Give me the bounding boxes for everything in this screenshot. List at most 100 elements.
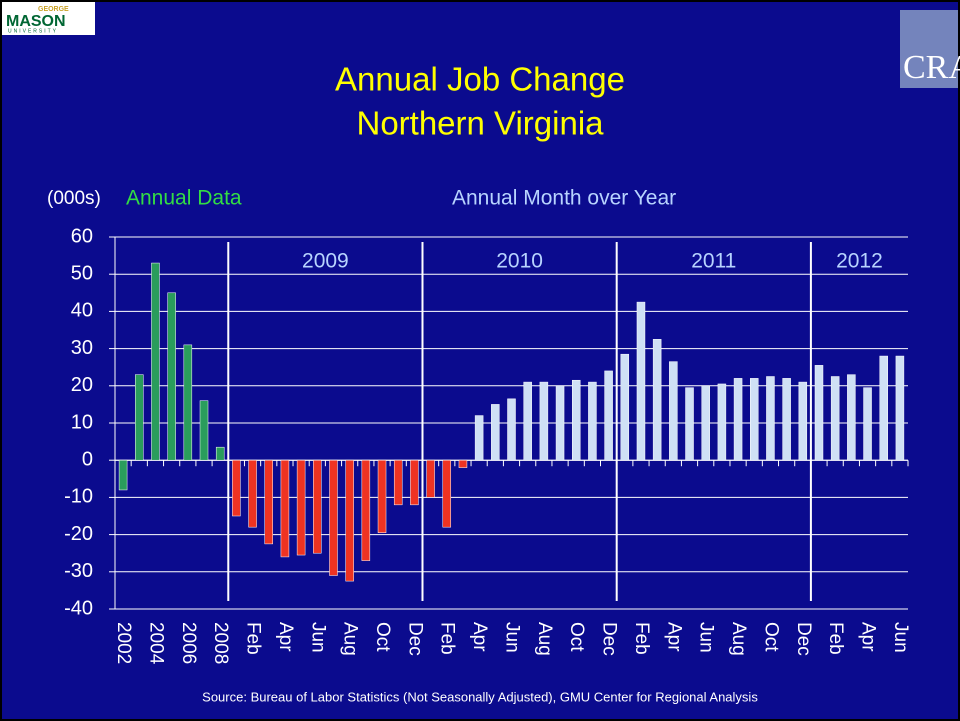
bar [733,378,743,461]
x-tick-label: Aug [340,622,361,656]
bar [248,459,257,528]
y-tick-label: 10 [71,411,93,433]
x-tick-label: Aug [728,622,749,656]
y-tick-label: 20 [71,374,93,396]
x-tick-label: Jun [696,622,717,653]
x-tick-label: Jun [307,622,328,653]
x-tick-label: 2004 [145,622,166,665]
x-tick-label: Apr [663,622,684,652]
bar [442,459,452,528]
y-tick-label: 60 [71,225,93,247]
bar [280,459,290,558]
bar [507,398,516,461]
x-tick-label: Apr [858,622,879,652]
bar [669,361,678,461]
y-tick-label: -10 [64,486,93,508]
logo-text: CRA [903,49,960,86]
x-tick-label: Feb [437,622,458,655]
bar [167,292,176,461]
source: Source: Bureau of Labor Statistics (Not … [202,689,758,704]
period-label: 2009 [302,250,349,273]
group-label: Annual Month over Year [452,187,676,210]
bar [393,459,403,506]
x-tick-label: Oct [372,622,393,652]
y-tick-label: 30 [71,337,93,359]
bar [814,365,824,461]
x-tick-label: 2006 [178,622,199,664]
x-tick-label: Dec [599,622,620,656]
x-tick-label: 2008 [210,622,231,664]
bar [555,385,565,461]
bar [588,381,597,461]
bar [474,415,484,461]
bar [313,459,322,554]
y-tick-label: -20 [64,523,93,545]
x-tick-label: Dec [404,622,425,656]
x-tick-label: Feb [631,622,652,655]
x-tick-label: Feb [825,622,846,655]
bar [377,459,387,533]
bar [523,381,532,461]
y-tick-label: 40 [71,300,93,322]
x-tick-label: Apr [275,622,296,652]
bar [215,446,225,461]
bar [183,344,193,461]
bar [636,301,646,461]
logo-box [2,2,95,35]
bar [847,374,856,461]
bar [652,339,662,461]
bar [879,355,888,461]
y-tick-label: 50 [71,262,93,284]
bar [750,378,759,461]
bar [685,387,694,461]
bar [426,459,435,498]
bar [604,370,613,461]
bar [782,378,791,461]
bar [118,459,128,491]
x-tick-label: Apr [469,622,490,652]
group-label: Annual Data [126,187,242,210]
chart-title: Annual Job Change [335,61,625,98]
x-tick-label: Oct [566,622,587,652]
bar [895,355,905,461]
bar [345,459,354,582]
bar [410,459,419,506]
bar [798,381,808,461]
bar [830,376,840,461]
logo-text: GEORGE [38,6,69,13]
x-tick-label: Oct [760,622,781,652]
x-tick-label: Feb [243,622,264,655]
bar [620,353,630,461]
x-tick-label: Aug [534,622,555,656]
bar [571,379,581,461]
bar [863,387,872,461]
bar [766,376,775,461]
bar [296,459,306,556]
bar [491,404,500,461]
y-tick-label: -30 [64,560,93,582]
bar [458,459,468,468]
logo-text: MASON [6,13,66,30]
x-tick-label: Jun [890,622,911,653]
bar [199,400,209,461]
y-tick-label: 0 [82,448,93,470]
period-label: 2012 [836,250,883,273]
logo-box [900,10,958,88]
unit-label: (000s) [47,188,101,209]
bar [329,459,338,576]
y-tick-label: -40 [64,597,93,619]
x-tick-label: Jun [501,622,522,653]
bar [361,459,371,561]
x-tick-label: 2002 [113,622,134,664]
chart-title: Northern Virginia [356,105,604,142]
period-label: 2011 [691,250,736,273]
bar [135,374,144,461]
logo-text: UNIVERSITY [8,28,58,34]
bar [151,262,160,461]
bar [539,381,549,461]
bar [264,459,273,545]
bar [232,459,241,517]
bar [701,385,710,461]
